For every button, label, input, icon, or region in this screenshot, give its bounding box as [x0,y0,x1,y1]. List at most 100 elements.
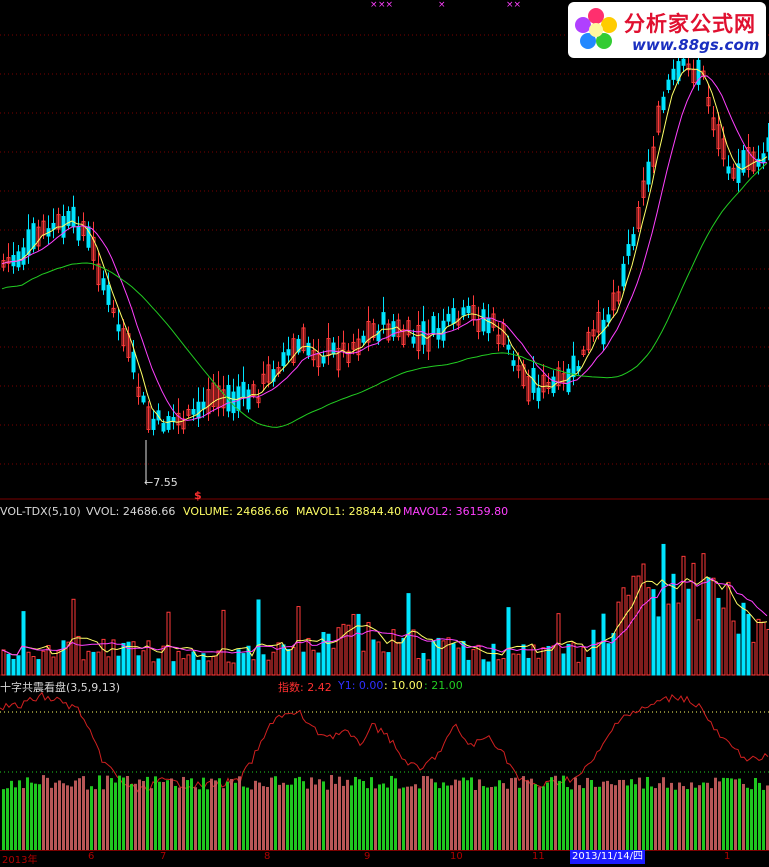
signal-band-bar [562,775,565,850]
date-axis [0,850,769,867]
volume-bar [571,642,576,676]
low-price-marker: ←7.55 [144,476,178,489]
candle-body [716,124,721,150]
candle-body [491,313,496,328]
volume-bar [56,650,61,676]
signal-band-bar [114,782,117,850]
price-chart[interactable] [0,0,769,500]
signal-band-bar [318,779,321,850]
candle-body [81,221,86,237]
signal-band-bar [414,784,417,850]
candle-body [101,278,106,291]
volume-bar [291,646,296,676]
candle-body [241,381,246,398]
candle-body [731,167,736,179]
volume-bar [356,613,361,676]
signal-band-bar [86,789,89,850]
mavol1-line [1,576,768,658]
volume-bar [671,573,676,676]
signal-band-bar [530,778,533,850]
signal-band-bar [602,781,605,850]
volume-bar [156,658,161,676]
volume-bar [466,659,471,676]
volume-bar [51,656,56,676]
signal-band-bar [758,782,761,850]
signal-band-bar [750,789,753,850]
candle-body [736,163,741,183]
candle-body [511,360,516,366]
candle-body [571,355,576,378]
volume-bar [246,645,251,676]
mavol2-line [1,577,768,656]
signal-band-bar [478,779,481,850]
signal-band-bar [278,784,281,850]
signal-band-bar [142,780,145,850]
volume-chart[interactable] [0,500,769,676]
signal-band-bar [454,779,457,850]
axis-label-12: 1 [724,851,731,862]
signal-band-bar [26,777,29,850]
signal-band-bar [42,775,45,850]
candle-body [646,161,651,185]
candle-body [316,353,321,368]
volume-bar [191,651,196,676]
signal-band-bar [382,783,385,850]
indicator-index-line [0,691,769,793]
volume-bar [396,641,401,676]
signal-band-bar [282,782,285,850]
volume-bar [431,640,436,676]
signal-band-bar [246,787,249,850]
candle-body [706,96,711,107]
volume-bar [346,624,351,676]
volume-bar [701,553,706,676]
signal-band-bar [78,778,81,850]
signal-band-bar [698,785,701,850]
candle-body [296,338,301,353]
candle-body [726,166,731,174]
candle-body [186,408,191,416]
candle-body [321,356,326,364]
candle-body [306,342,311,356]
signal-band-bar [154,776,157,850]
signal-band-bar [674,789,677,850]
volume-bar [616,601,621,676]
signal-band-bar [306,788,309,850]
candle-body [401,329,406,345]
volume-bar [491,643,496,676]
signal-band-bar [710,788,713,850]
signal-band-bar [106,775,109,850]
signal-band-bar [498,780,501,850]
signal-dollar-mark: $ [194,489,202,502]
volume-bar [611,633,616,676]
volume-bar [741,602,746,676]
signal-band-bar [162,782,165,850]
candle-body [386,323,391,341]
indicator-chart[interactable] [0,676,769,850]
volume-bar [281,644,286,676]
candle-body [6,257,11,264]
volume-bar [581,646,586,676]
candle-body [451,308,456,324]
volume-bar [46,645,51,676]
price-chart-pane[interactable] [0,0,769,500]
signal-band-bar [210,778,213,850]
candle-body [286,349,291,356]
candle-body [251,384,256,397]
volume-pane[interactable] [0,500,769,676]
signal-band-bar [126,775,129,850]
top-signal-marks: × ×× × ×× [368,0,528,10]
ma-fast-line [1,68,768,424]
volume-bar [251,659,256,676]
volume-bar [166,611,171,676]
volume-bar [621,587,626,676]
signal-band-bar [726,778,729,850]
volume-bar [146,640,151,676]
volume-bar [176,650,181,676]
signal-band-bar [662,777,665,850]
brand-logo[interactable]: 分析家公式网 www.88gs.com [568,2,766,58]
signal-band-bar [394,778,397,850]
volume-bar [471,649,476,676]
candle-body [351,341,356,350]
candle-body [496,334,501,345]
indicator-pane[interactable] [0,676,769,850]
